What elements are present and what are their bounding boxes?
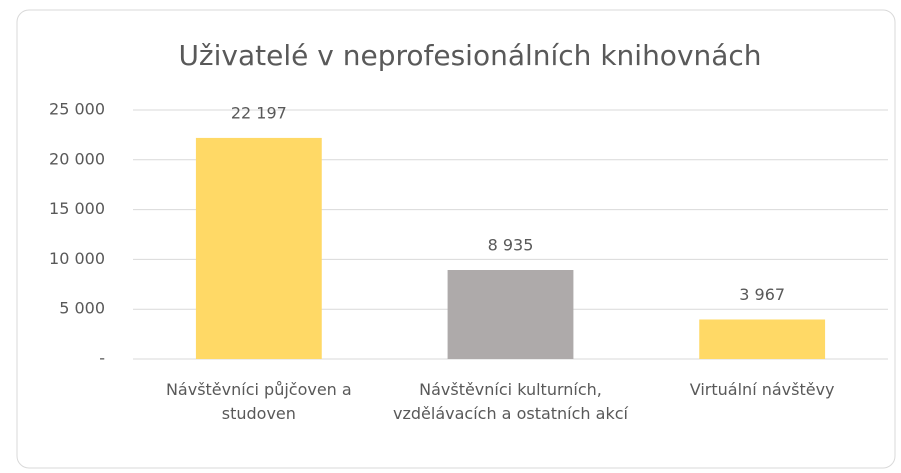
y-tick-label: - xyxy=(99,349,105,368)
x-tick-label: Virtuální návštěvy xyxy=(689,380,835,399)
y-tick-label: 25 000 xyxy=(49,100,105,119)
chart-title: Uživatelé v neprofesionálních knihovnách xyxy=(178,39,761,72)
data-label: 3 967 xyxy=(739,285,785,304)
x-tick-label: Návštěvníci kulturních, vzdělávacích a o… xyxy=(393,380,628,423)
y-tick-label: 10 000 xyxy=(49,249,105,268)
bar xyxy=(447,270,574,359)
bar xyxy=(699,319,826,359)
y-tick-label: 15 000 xyxy=(49,199,105,218)
bar xyxy=(195,137,322,359)
y-tick-label: 5 000 xyxy=(59,299,105,318)
x-tick-label: Návštěvníci půjčoven a studoven xyxy=(165,380,352,423)
y-tick-label: 20 000 xyxy=(49,149,105,168)
data-label: 22 197 xyxy=(231,103,287,122)
data-label: 8 935 xyxy=(488,236,534,255)
